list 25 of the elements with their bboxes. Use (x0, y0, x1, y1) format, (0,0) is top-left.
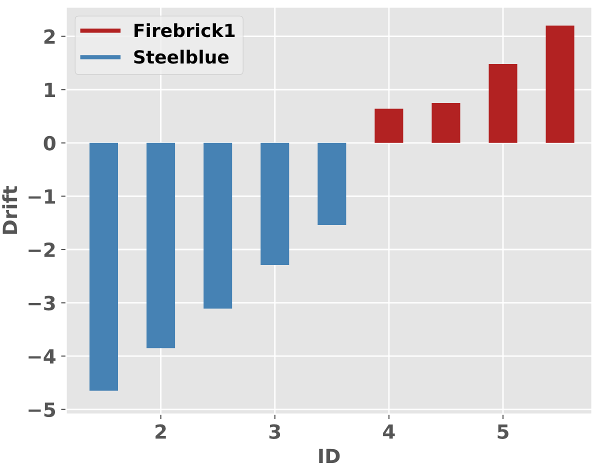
y-axis-title: Drift (2, 186, 17, 234)
y-tick-label: −2 (28, 242, 55, 257)
y-tick-label: 2 (44, 29, 55, 44)
bar (546, 26, 574, 143)
x-tick-label: 4 (383, 424, 395, 439)
y-tick-label: −1 (28, 189, 56, 204)
bar (204, 142, 232, 309)
bar (432, 102, 460, 143)
bar (374, 108, 404, 143)
bar (89, 142, 118, 391)
legend-label: Steelblue (134, 50, 229, 64)
x-tick-label: 3 (269, 424, 280, 439)
bar (318, 142, 346, 225)
bar (488, 64, 518, 143)
bar (260, 142, 290, 265)
x-axis-title: ID (319, 448, 340, 464)
y-tick-label: −3 (28, 296, 55, 310)
y-tick-label: −5 (28, 402, 56, 418)
x-tick-label: 5 (498, 424, 508, 439)
y-tick-label: −4 (28, 349, 56, 364)
y-tick-label: 0 (44, 136, 56, 151)
y-tick-label: 1 (45, 82, 56, 98)
x-tick-label: 2 (156, 424, 166, 439)
bar (146, 142, 176, 348)
legend-label: Firebrick1 (134, 23, 235, 38)
